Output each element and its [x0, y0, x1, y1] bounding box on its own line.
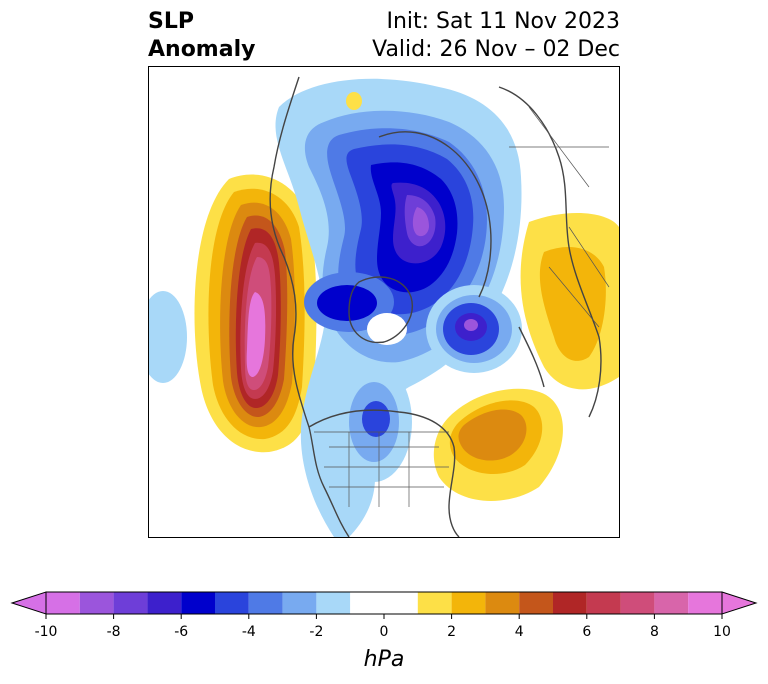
- colorbar-bin: [113, 592, 148, 614]
- colorbar-bin: [485, 592, 520, 614]
- pacific-high-anomaly: [194, 174, 317, 453]
- valid-range: Valid: 26 Nov – 02 Dec: [372, 37, 620, 62]
- colorbar: -10 -8 -6 -4 -2 0 2 4 6 8 10: [10, 591, 758, 640]
- title-left: SLP Anomaly: [148, 8, 255, 64]
- title-right: Init: Sat 11 Nov 2023 Valid: 26 Nov – 02…: [372, 8, 620, 64]
- east-high-anomaly: [433, 212, 619, 501]
- colorbar-bin: [417, 592, 452, 614]
- colorbar-bin: [181, 592, 215, 614]
- colorbar-ticks: -10 -8 -6 -4 -2 0 2 4 6 8 10: [35, 614, 731, 640]
- colorbar-tick-label: 8: [650, 624, 659, 640]
- west-negative-patch: [149, 291, 187, 383]
- colorbar-tick-label: -2: [309, 624, 323, 640]
- north-small-high: [346, 92, 362, 110]
- colorbar-bin: [586, 592, 621, 614]
- colorbar-tick-label: -4: [242, 624, 256, 640]
- colorbar-bin: [688, 592, 722, 614]
- colorbar-bin: [451, 592, 486, 614]
- colorbar-bin: [46, 592, 80, 614]
- colorbar-bin: [620, 592, 655, 614]
- coastlines: [269, 76, 602, 537]
- east-low-lobe: [426, 285, 522, 373]
- colorbar-bin: [553, 592, 587, 614]
- colorbar-bin: [147, 592, 182, 614]
- colorbar-bin: [282, 592, 317, 614]
- colorbar-bin: [248, 592, 283, 614]
- map-svg: [149, 76, 619, 537]
- colorbar-bin: [350, 592, 418, 614]
- colorbar-tick-label: -6: [174, 624, 188, 640]
- hudson-neutral: [367, 313, 407, 345]
- colorbar-bins: [10, 591, 758, 615]
- colorbar-bin: [654, 592, 689, 614]
- borders: [314, 106, 610, 507]
- colorbar-tick-label: 10: [713, 624, 731, 640]
- colorbar-tick-label: 6: [582, 624, 591, 640]
- central-low-anomaly: [336, 362, 412, 482]
- colorbar-bin: [215, 592, 249, 614]
- colorbar-bin: [79, 592, 114, 614]
- colorbar-unit: hPa: [363, 647, 405, 672]
- colorbar-tick-label: 4: [515, 624, 524, 640]
- colorbar-tick-label: -8: [107, 624, 121, 640]
- colorbar-tick-label: -10: [35, 624, 58, 640]
- colorbar-low-extend: [10, 591, 47, 615]
- colorbar-tick-label: 0: [380, 624, 389, 640]
- colorbar-bin: [316, 592, 351, 614]
- colorbar-bin: [519, 592, 553, 614]
- init-date: Init: Sat 11 Nov 2023: [386, 9, 620, 34]
- title-anomaly: Anomaly: [148, 37, 256, 62]
- colorbar-high-extend: [721, 591, 758, 615]
- title-variable: SLP: [148, 9, 194, 34]
- anomaly-map: [148, 66, 620, 538]
- colorbar-tick-label: 2: [447, 624, 456, 640]
